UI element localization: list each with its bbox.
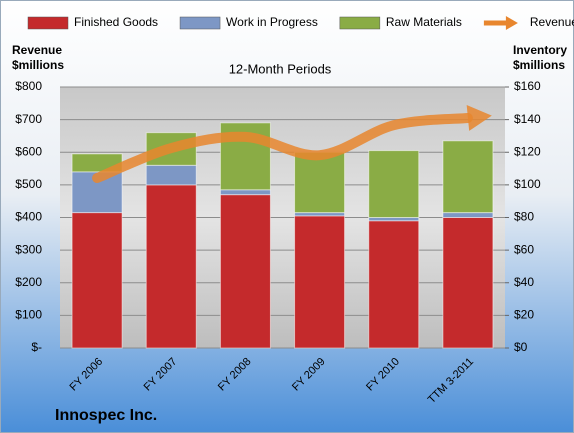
y-axis-title: Revenue — [12, 43, 62, 57]
y-tick-label: $800 — [15, 79, 42, 93]
y-tick-label: $500 — [15, 177, 42, 191]
bar-segment — [368, 220, 420, 349]
legend-marker — [339, 16, 381, 30]
y2-tick-label: $20 — [514, 308, 534, 322]
y2-tick-label: $80 — [514, 210, 534, 224]
y2-tick-label: $100 — [514, 177, 541, 191]
y-tick-label: $100 — [15, 308, 42, 322]
revenue-line — [92, 112, 473, 184]
chart-title: 12-Month Periods — [229, 61, 332, 76]
y-tick-label: $200 — [15, 275, 42, 289]
revenue-arrowhead — [466, 105, 492, 131]
bar-segment — [294, 215, 346, 349]
legend-label: Raw Materials — [386, 15, 462, 29]
y2-tick-label: $40 — [514, 275, 534, 289]
bar-segment — [71, 212, 123, 349]
bar-segment — [442, 217, 494, 349]
y-tick-label: $700 — [15, 112, 42, 126]
y2-tick-label: $60 — [514, 242, 534, 256]
bar-segment — [442, 212, 494, 218]
legend-marker — [505, 16, 518, 30]
y2-tick-label: $120 — [514, 144, 541, 158]
y2-axis-title: Inventory — [513, 43, 567, 57]
bar-segment — [368, 150, 420, 218]
y2-tick-label: $160 — [514, 79, 541, 93]
bar-segment — [442, 140, 494, 214]
legend-label: Finished Goods — [74, 15, 158, 29]
y-tick-label: $- — [31, 340, 42, 354]
y-tick-label: $300 — [15, 242, 42, 256]
bar-segment — [145, 164, 197, 186]
y-tick-label: $400 — [15, 210, 42, 224]
legend-marker — [179, 16, 221, 30]
y-axis-title: $millions — [12, 58, 64, 72]
bar-segment — [145, 184, 197, 349]
bar-segment — [294, 151, 346, 214]
y2-tick-label: $140 — [514, 112, 541, 126]
legend-label: Revenue — [530, 15, 574, 29]
bar-segment — [219, 189, 271, 196]
bar-segment — [219, 194, 271, 349]
legend-marker — [27, 16, 69, 30]
y2-tick-label: $0 — [514, 340, 528, 354]
y-tick-label: $600 — [15, 144, 42, 158]
company-name: Innospec Inc. — [55, 407, 157, 424]
legend-label: Work in Progress — [226, 15, 318, 29]
y2-axis-title: $millions — [513, 58, 565, 72]
